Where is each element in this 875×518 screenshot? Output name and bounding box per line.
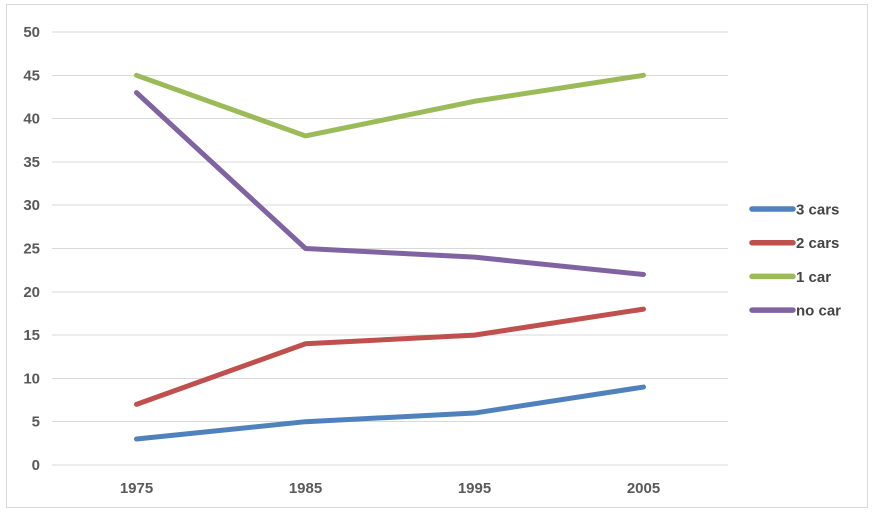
series-line-3-cars <box>134 384 646 442</box>
legend-label: no car <box>796 303 841 320</box>
legend-label: 2 cars <box>796 235 839 252</box>
y-axis-tick-label: 45 <box>23 67 40 84</box>
y-axis-tick-label: 40 <box>23 111 40 128</box>
y-axis-tick-label: 30 <box>23 197 40 214</box>
legend-item-2-cars: 2 cars <box>749 235 839 252</box>
y-axis-tick-label: 25 <box>23 241 40 258</box>
x-axis-tick-label: 1975 <box>120 480 153 497</box>
y-axis-tick-label: 5 <box>32 414 40 431</box>
x-axis-tick-label: 1985 <box>289 480 322 497</box>
legend-item-3-cars: 3 cars <box>749 202 839 219</box>
x-axis-tick-label: 2005 <box>627 480 660 497</box>
legend-item-no-car: no car <box>749 303 841 320</box>
series-line-1-car <box>134 72 646 139</box>
series-line-no-car <box>134 90 646 277</box>
y-axis-tick-label: 10 <box>23 370 40 387</box>
series-line-2-cars <box>134 306 646 407</box>
y-axis-tick-label: 20 <box>23 284 40 301</box>
y-axis-tick-label: 35 <box>23 154 40 171</box>
y-axis-tick-label: 0 <box>32 457 40 474</box>
legend-label: 3 cars <box>796 202 839 219</box>
legend-label: 1 car <box>796 269 831 286</box>
y-axis-tick-label: 50 <box>23 24 40 41</box>
legend-item-1-car: 1 car <box>749 269 831 286</box>
x-axis-tick-label: 1995 <box>458 480 491 497</box>
y-axis-tick-label: 15 <box>23 327 40 344</box>
